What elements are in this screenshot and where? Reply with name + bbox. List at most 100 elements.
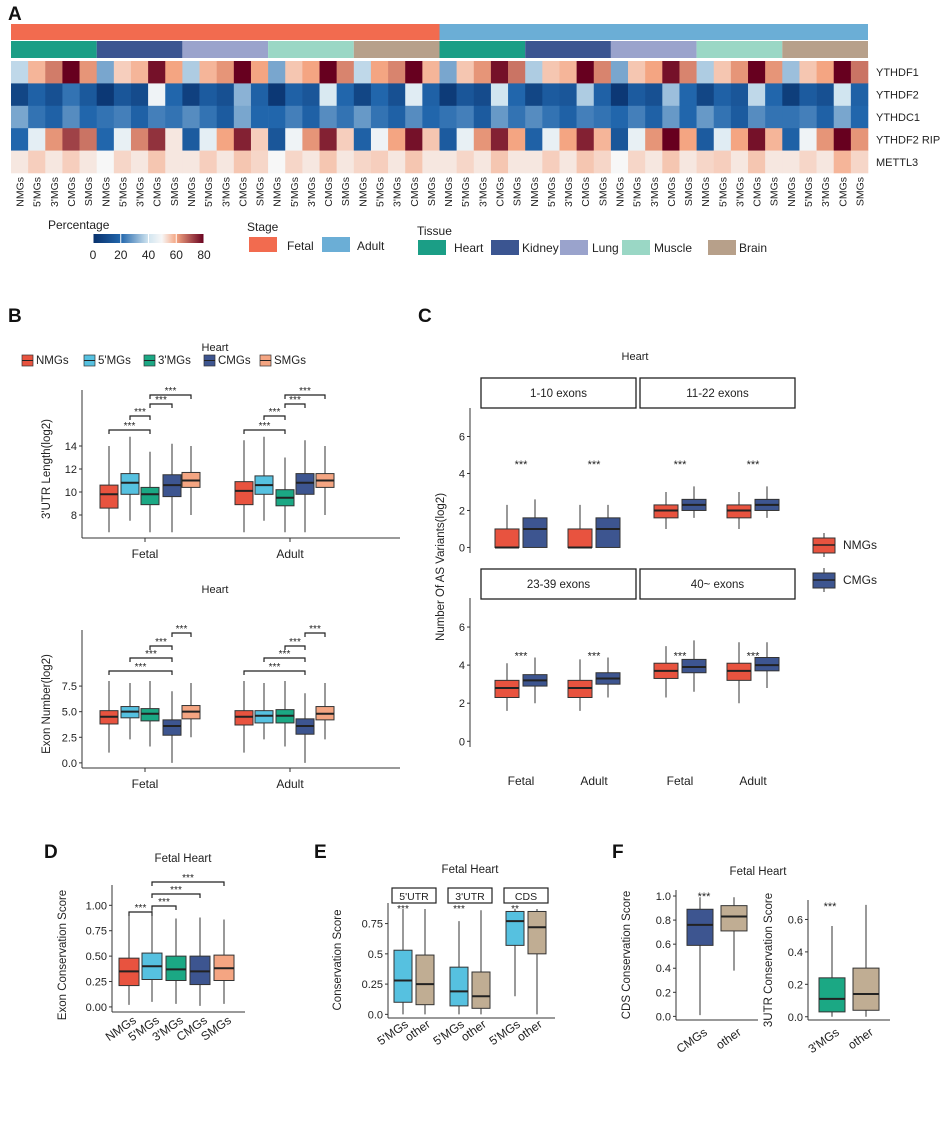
heatmap-cell [113,150,132,174]
heatmap-cell [336,128,355,151]
facet-label: 3'UTR [455,891,485,903]
legend-stage-label: Adult [357,239,385,253]
heatmap-cell [268,61,286,84]
significance-label: *** [453,904,465,915]
y-axis-tick-label: 0.5 [368,949,383,961]
legend-label: CMGs [218,355,251,367]
heatmap-col-label: SMGs [340,177,352,206]
legend-tissue-label: Lung [592,241,619,255]
heatmap-col-label: NMGs [15,177,27,207]
legend-percentage-tick: 20 [114,248,128,262]
heatmap-col-label: 5'MGs [546,177,558,207]
heatmap-cell [559,83,577,107]
heatmap-cell [525,128,543,151]
x-tick-label: Adult [739,774,767,788]
heatmap-cell [730,61,749,84]
heatmap-cell [713,150,732,174]
heatmap-cell [662,150,680,174]
heatmap-cell [456,83,475,107]
heatmap-cell [405,61,423,84]
heatmap-cell [730,150,749,174]
heatmap-cell [576,128,595,151]
heatmap-cell [285,150,303,174]
significance-label: *** [515,650,529,662]
heatmap-cell [199,150,217,174]
heatmap-cell [302,61,320,84]
panel-b-utr-length-chart: Heart NMGs 5'MGs 3'MGs CMGs SMGs 8 10 12 14 3'UTR … [21,342,400,561]
comparison-sig-label: *** [155,395,167,406]
heatmap-cell [765,128,783,151]
heatmap-col-label: NMGs [614,177,626,207]
heatmap-cell [833,105,852,129]
heatmap-cell [645,105,663,129]
legend-percentage-tick: 80 [197,248,211,262]
panel-e-conservation-chart: Fetal Heart 0.0 0.25 0.5 0.75 Conservation Sc… [332,864,555,1048]
comparison-sig-label: *** [259,421,271,432]
heatmap-cell [79,61,97,84]
heatmap-cell [28,83,46,107]
heatmap-cell [525,61,543,84]
heatmap-cell [405,150,423,174]
heatmap-cell [542,61,560,84]
heatmap-col-label: CMGs [152,177,164,207]
heatmap-cell [182,61,200,84]
y-axis-tick-label: 8 [71,510,77,522]
heatmap-cell [473,61,492,84]
x-tick-label: Fetal [132,547,159,561]
chart-title: Heart [622,351,649,363]
heatmap-cell [525,83,543,107]
comparison-sig-label: *** [134,407,146,418]
panel-label-d: D [44,842,58,863]
heatmap-cell [336,105,355,129]
heatmap-cell [439,83,457,107]
comparison-sig-label: *** [165,386,177,397]
box-5'MGs-box [505,910,525,946]
heatmap-col-label: 5'MGs [717,177,729,207]
comparison-bracket [263,415,286,420]
heatmap-cell [422,83,440,107]
box-CMGs-box [595,517,621,548]
tissue-bar-heart [439,41,526,58]
heatmap-col-label: 5'MGs [117,177,129,207]
legend-tissue-swatch-lung [560,240,588,255]
heatmap-cell [439,150,457,174]
utr3-chart-box-box [818,977,846,1013]
utr3-chart-significance-label: *** [824,901,838,913]
comparison-sig-label: *** [299,386,311,397]
y-axis-tick-label: 0.0 [62,758,77,770]
heatmap-cell [96,83,115,107]
heatmap-cell [833,150,852,174]
heatmap-cell [748,105,766,129]
facet-label: 1-10 exons [530,388,587,400]
heatmap-cell [799,128,817,151]
heatmap-cell [713,128,732,151]
y-axis-tick-label: 12 [65,464,77,476]
heatmap-col-label: NMGs [100,177,112,207]
heatmap-cell [696,128,715,151]
legend-percentage-tick: 0 [90,248,97,262]
x-tick-label: Fetal [508,774,535,788]
heatmap-cell [473,128,492,151]
significance-label: *** [515,459,529,471]
heatmap-cell [388,83,406,107]
tissue-bar-muscle [268,41,354,58]
heatmap-cell [525,105,543,129]
heatmap-cell [508,105,526,129]
heatmap-col-label: SMGs [597,177,609,206]
comparison-bracket [151,893,201,898]
heatmap-cell [525,150,543,174]
box-CMGs-box [295,473,315,495]
comparison-sig-label: *** [176,624,188,635]
heatmap-cell [628,150,646,174]
cds-chart-x-tick-label: CMGs [674,1025,710,1056]
box-CMGs-box [189,955,211,986]
heatmap-col-label: 5'MGs [203,177,215,207]
heatmap-cell [542,150,560,174]
chart-title: Fetal Heart [442,864,500,876]
heatmap-col-label: CMGs [752,177,764,207]
box-3'MGs-box [165,955,187,982]
heatmap-cell [216,105,235,129]
heatmap-cell [11,61,29,84]
heatmap-cell [216,83,235,107]
comparison-bracket [151,881,225,886]
